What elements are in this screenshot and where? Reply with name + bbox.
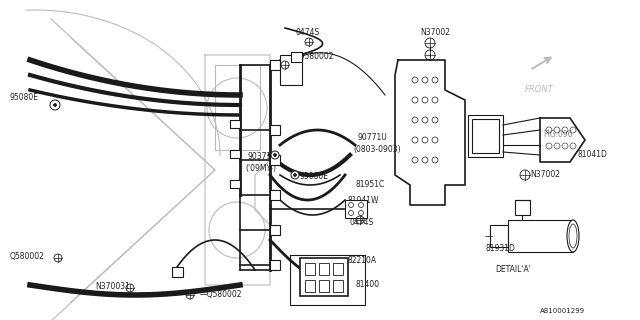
Bar — [468, 115, 503, 157]
Text: 82210A: 82210A — [348, 256, 377, 265]
Text: —Q580002: —Q580002 — [200, 290, 243, 299]
Bar — [270, 225, 280, 235]
Ellipse shape — [567, 220, 579, 252]
Text: A: A — [294, 60, 298, 65]
Text: 95080E: 95080E — [300, 172, 329, 181]
Bar — [291, 52, 302, 62]
Circle shape — [273, 154, 276, 156]
Circle shape — [271, 151, 279, 159]
Text: N370031: N370031 — [95, 282, 130, 291]
Text: (0803-0903): (0803-0903) — [353, 145, 401, 154]
Text: DETAIL'A': DETAIL'A' — [495, 265, 531, 274]
Bar — [319, 280, 329, 292]
Bar — [345, 200, 367, 218]
Bar — [490, 225, 508, 247]
Text: 81041W: 81041W — [347, 196, 378, 205]
Bar — [230, 150, 240, 158]
Bar — [280, 55, 302, 85]
Bar — [333, 280, 343, 292]
Bar — [333, 263, 343, 275]
Text: A: A — [175, 275, 179, 279]
Circle shape — [294, 173, 296, 177]
Bar — [319, 263, 329, 275]
Text: A810001299: A810001299 — [540, 308, 585, 314]
Bar — [230, 180, 240, 188]
Bar — [508, 220, 573, 252]
Bar — [472, 119, 499, 153]
Text: N37002: N37002 — [420, 28, 450, 37]
Circle shape — [50, 100, 60, 110]
Text: 90771U: 90771U — [358, 133, 388, 142]
Bar — [270, 60, 280, 70]
Circle shape — [54, 103, 56, 107]
Text: 90371Z: 90371Z — [248, 152, 278, 161]
Text: 81041D: 81041D — [578, 150, 608, 159]
Bar — [300, 258, 348, 296]
Bar — [270, 155, 280, 165]
Bar — [270, 260, 280, 270]
Text: Q580002: Q580002 — [10, 252, 45, 261]
Bar — [172, 267, 183, 277]
Text: 81951C: 81951C — [355, 180, 384, 189]
Bar — [270, 190, 280, 200]
Text: ('09MY-): ('09MY-) — [245, 164, 276, 173]
Text: N37002: N37002 — [530, 170, 560, 179]
Text: —Q580002: —Q580002 — [292, 52, 335, 61]
Text: FIG.096: FIG.096 — [543, 130, 573, 139]
Bar — [305, 263, 315, 275]
Bar — [270, 125, 280, 135]
Text: FRONT: FRONT — [525, 85, 554, 94]
Text: 81931D: 81931D — [485, 244, 515, 253]
Bar — [515, 200, 530, 215]
Circle shape — [291, 171, 299, 179]
Text: 81400: 81400 — [355, 280, 379, 289]
Text: 95080E: 95080E — [10, 93, 39, 102]
Bar — [230, 120, 240, 128]
Bar — [305, 280, 315, 292]
Text: 0474S: 0474S — [350, 218, 374, 227]
Text: 0474S: 0474S — [295, 28, 319, 37]
